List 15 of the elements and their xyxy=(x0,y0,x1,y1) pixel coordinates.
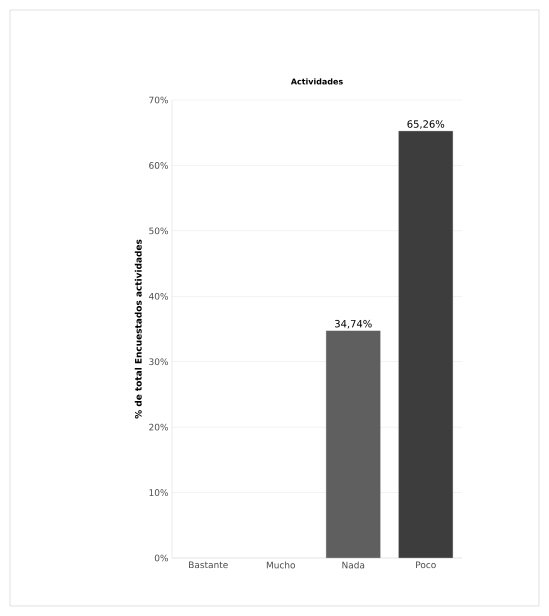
y-axis-title: % de total Encuestados actividades xyxy=(134,240,142,419)
y-tick-label: 40% xyxy=(148,292,168,300)
y-tick-label: 50% xyxy=(149,227,168,234)
y-tick-label: 60% xyxy=(149,162,168,169)
x-tick-label: Nada xyxy=(342,562,364,568)
x-tick-label: Mucho xyxy=(266,562,296,568)
data-label: 65,26% xyxy=(407,120,444,129)
y-tick-label: 30% xyxy=(149,358,168,366)
y-tick-label: 20% xyxy=(149,424,168,431)
x-tick-label: Bastante xyxy=(189,562,228,568)
y-tick-label: 0% xyxy=(154,554,168,562)
x-tick-label: Poco xyxy=(416,562,436,568)
y-tick-label: 10% xyxy=(150,489,168,496)
y-tick-label: 70% xyxy=(149,96,168,104)
data-label: 34,74% xyxy=(335,320,372,328)
